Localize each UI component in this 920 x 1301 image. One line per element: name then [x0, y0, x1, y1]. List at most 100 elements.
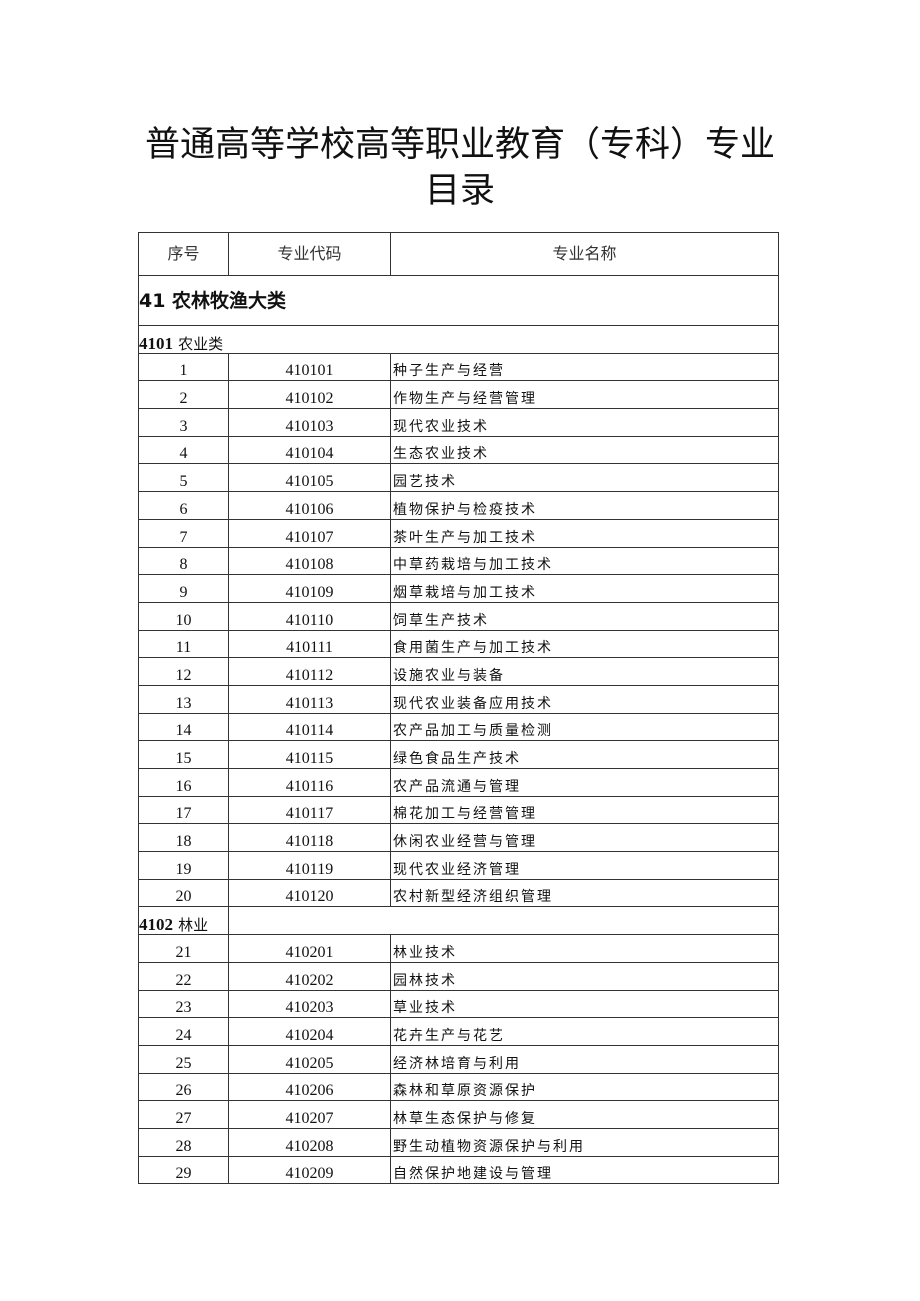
name-cell: 经济林培育与利用 [390, 1044, 779, 1074]
name-cell: 园林技术 [390, 961, 779, 991]
table-row: 15 410115 绿色食品生产技术 [138, 740, 779, 769]
name-cell: 生态农业技术 [390, 435, 779, 465]
code-cell: 410203 [228, 989, 391, 1019]
seq-cell: 10 [138, 601, 229, 631]
subcategory-cell: 4101 农业类 [138, 325, 779, 354]
seq-cell: 7 [138, 518, 229, 548]
table-row: 29 410209 自然保护地建设与管理 [138, 1155, 779, 1185]
title-line-2: 目录 [424, 171, 495, 211]
table-row: 11 410111 食用菌生产与加工技术 [138, 629, 779, 659]
subcategory-row: 4102 林业 [138, 906, 779, 936]
seq-cell: 14 [138, 712, 229, 742]
seq-cell: 21 [138, 934, 229, 963]
table-header-row: 序号 专业代码 专业名称 [138, 232, 779, 276]
seq-cell: 12 [138, 657, 229, 686]
seq-cell: 22 [138, 961, 229, 991]
code-cell: 410117 [228, 795, 391, 825]
table-row: 5 410105 园艺技术 [138, 463, 779, 493]
table-row: 4 410104 生态农业技术 [138, 435, 779, 465]
table-row: 2 410102 作物生产与经营管理 [138, 380, 779, 410]
seq-cell: 4 [138, 435, 229, 465]
code-cell: 410116 [228, 768, 391, 797]
table-row: 14 410114 农产品加工与质量检测 [138, 712, 779, 742]
document-title: 普通高等学校高等职业教育（专科）专业 目录 [0, 122, 920, 214]
name-cell: 林业技术 [390, 934, 779, 963]
subcategory-cell: 4102 林业 [138, 906, 229, 936]
code-cell: 410110 [228, 601, 391, 631]
name-cell: 休闲农业经营与管理 [390, 823, 779, 853]
seq-cell: 19 [138, 851, 229, 880]
name-cell: 现代农业经济管理 [390, 851, 779, 880]
name-cell: 自然保护地建设与管理 [390, 1155, 779, 1185]
title-line-1: 普通高等学校高等职业教育（专科）专业 [144, 125, 775, 165]
name-cell: 茶叶生产与加工技术 [390, 518, 779, 548]
name-cell: 饲草生产技术 [390, 601, 779, 631]
subcategory-name: 林业 [178, 916, 209, 935]
table-row: 13 410113 现代农业装备应用技术 [138, 684, 779, 714]
code-cell: 410204 [228, 1017, 391, 1046]
table-row: 9 410109 烟草栽培与加工技术 [138, 574, 779, 603]
seq-cell: 27 [138, 1100, 229, 1129]
header-name: 专业名称 [390, 232, 779, 276]
seq-cell: 16 [138, 768, 229, 797]
subcategory-name: 农业类 [178, 334, 224, 353]
name-cell: 现代农业技术 [390, 408, 779, 437]
table-row: 6 410106 植物保护与检疫技术 [138, 491, 779, 520]
code-cell: 410201 [228, 934, 391, 963]
seq-cell: 28 [138, 1127, 229, 1157]
code-cell: 410113 [228, 684, 391, 714]
name-cell: 设施农业与装备 [390, 657, 779, 686]
seq-cell: 6 [138, 491, 229, 520]
code-cell: 410108 [228, 546, 391, 576]
table-row: 12 410112 设施农业与装备 [138, 657, 779, 686]
name-cell: 烟草栽培与加工技术 [390, 574, 779, 603]
empty-cell [228, 906, 779, 936]
table-row: 18 410118 休闲农业经营与管理 [138, 823, 779, 853]
table-row: 22 410202 园林技术 [138, 961, 779, 991]
name-cell: 植物保护与检疫技术 [390, 491, 779, 520]
code-cell: 410102 [228, 380, 391, 410]
code-cell: 410104 [228, 435, 391, 465]
code-cell: 410202 [228, 961, 391, 991]
seq-cell: 18 [138, 823, 229, 853]
seq-cell: 20 [138, 878, 229, 908]
table-row: 17 410117 棉花加工与经营管理 [138, 795, 779, 825]
code-cell: 410112 [228, 657, 391, 686]
code-cell: 410115 [228, 740, 391, 769]
code-cell: 410208 [228, 1127, 391, 1157]
code-cell: 410209 [228, 1155, 391, 1185]
seq-cell: 26 [138, 1072, 229, 1102]
header-seq: 序号 [138, 232, 229, 276]
seq-cell: 29 [138, 1155, 229, 1185]
subcategory-code: 4102 [139, 915, 173, 935]
name-cell: 花卉生产与花艺 [390, 1017, 779, 1046]
code-cell: 410109 [228, 574, 391, 603]
table-row: 1 410101 种子生产与经营 [138, 352, 779, 382]
name-cell: 农产品流通与管理 [390, 768, 779, 797]
table-row: 3 410103 现代农业技术 [138, 408, 779, 437]
name-cell: 作物生产与经营管理 [390, 380, 779, 410]
name-cell: 野生动植物资源保护与利用 [390, 1127, 779, 1157]
major-category: 41 农林牧渔大类 [138, 275, 779, 326]
name-cell: 林草生态保护与修复 [390, 1100, 779, 1129]
major-catalog-table: 序号 专业代码 专业名称 41 农林牧渔大类 4101 农业类 1 410101 种子… [138, 232, 779, 1185]
name-cell: 草业技术 [390, 989, 779, 1019]
name-cell: 森林和草原资源保护 [390, 1072, 779, 1102]
name-cell: 园艺技术 [390, 463, 779, 493]
table-row: 21 410201 林业技术 [138, 934, 779, 963]
code-cell: 410207 [228, 1100, 391, 1129]
seq-cell: 13 [138, 684, 229, 714]
table-row: 10 410110 饲草生产技术 [138, 601, 779, 631]
table-row: 8 410108 中草药栽培与加工技术 [138, 546, 779, 576]
code-cell: 410206 [228, 1072, 391, 1102]
subcategory-row: 4101 农业类 [138, 325, 779, 354]
name-cell: 现代农业装备应用技术 [390, 684, 779, 714]
name-cell: 种子生产与经营 [390, 352, 779, 382]
name-cell: 农产品加工与质量检测 [390, 712, 779, 742]
seq-cell: 15 [138, 740, 229, 769]
table-row: 25 410205 经济林培育与利用 [138, 1044, 779, 1074]
name-cell: 棉花加工与经营管理 [390, 795, 779, 825]
code-cell: 410105 [228, 463, 391, 493]
code-cell: 410114 [228, 712, 391, 742]
code-cell: 410118 [228, 823, 391, 853]
